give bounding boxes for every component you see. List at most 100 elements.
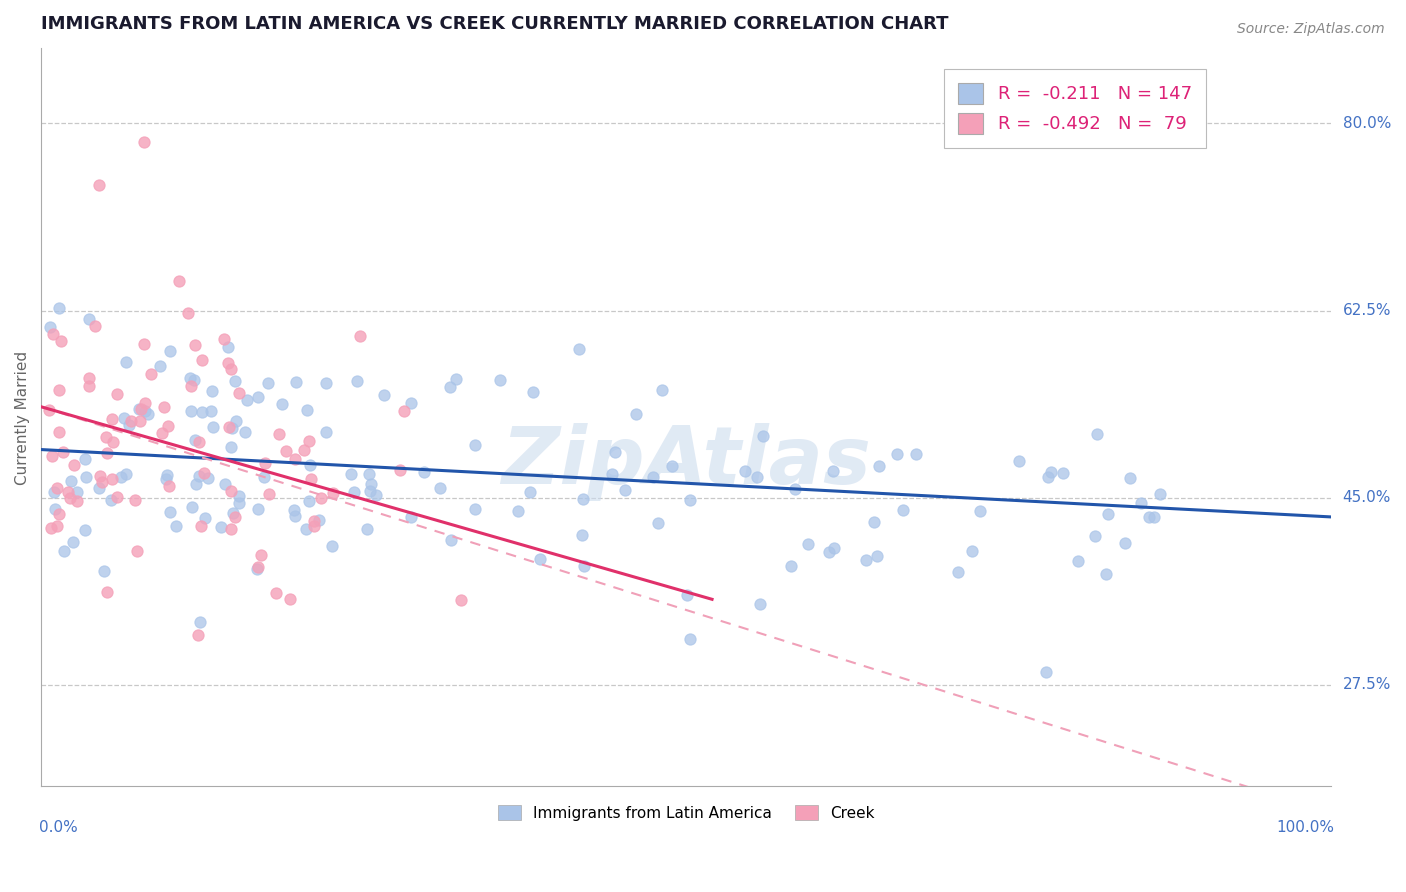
Point bbox=[83, 318, 105, 333]
Point bbox=[77, 312, 100, 326]
Point bbox=[278, 591, 301, 606]
Point bbox=[429, 481, 451, 495]
Point bbox=[212, 332, 235, 346]
Point bbox=[283, 503, 305, 517]
Point bbox=[101, 472, 124, 486]
Point bbox=[193, 466, 215, 480]
Point bbox=[647, 516, 669, 530]
Point bbox=[1067, 554, 1090, 568]
Point bbox=[866, 549, 889, 563]
Point bbox=[48, 425, 70, 439]
Point bbox=[87, 178, 110, 193]
Point bbox=[131, 401, 153, 416]
Point bbox=[156, 468, 179, 483]
Point bbox=[297, 434, 319, 449]
Point bbox=[181, 500, 204, 515]
Point bbox=[946, 566, 969, 580]
Point bbox=[1143, 510, 1166, 524]
Point bbox=[218, 419, 240, 434]
Point bbox=[153, 400, 176, 414]
Point bbox=[187, 435, 209, 450]
Point bbox=[134, 404, 156, 418]
Point bbox=[89, 468, 111, 483]
Point bbox=[115, 354, 138, 368]
Point bbox=[299, 472, 322, 486]
Point bbox=[439, 380, 461, 394]
Point bbox=[45, 518, 67, 533]
Point bbox=[52, 444, 75, 458]
Point bbox=[48, 508, 70, 522]
Point bbox=[224, 510, 246, 524]
Point bbox=[246, 560, 269, 574]
Point bbox=[236, 392, 259, 407]
Point bbox=[1129, 496, 1152, 510]
Point bbox=[322, 485, 344, 500]
Point bbox=[519, 484, 541, 499]
Point bbox=[136, 408, 159, 422]
Point bbox=[120, 414, 142, 428]
Point bbox=[105, 387, 128, 401]
Point bbox=[228, 496, 250, 510]
Point bbox=[440, 533, 463, 547]
Point bbox=[855, 553, 877, 567]
Point bbox=[292, 442, 315, 457]
Point bbox=[295, 522, 318, 536]
Point bbox=[346, 374, 368, 388]
Point bbox=[572, 558, 595, 573]
Point bbox=[823, 541, 845, 556]
Point bbox=[127, 543, 149, 558]
Point bbox=[101, 412, 124, 426]
Point bbox=[233, 425, 256, 440]
Point bbox=[201, 420, 224, 434]
Point bbox=[41, 449, 63, 463]
Point bbox=[571, 492, 593, 507]
Point bbox=[1039, 465, 1062, 479]
Point bbox=[221, 441, 243, 455]
Point bbox=[522, 385, 544, 400]
Point bbox=[571, 527, 593, 541]
Point bbox=[152, 425, 174, 440]
Point bbox=[679, 632, 702, 646]
Point bbox=[818, 545, 841, 559]
Point bbox=[139, 368, 162, 382]
Point bbox=[444, 372, 467, 386]
Point bbox=[969, 504, 991, 518]
Point bbox=[180, 403, 202, 417]
Point bbox=[217, 340, 239, 354]
Text: 80.0%: 80.0% bbox=[1343, 116, 1391, 131]
Point bbox=[221, 420, 243, 434]
Point bbox=[359, 483, 381, 498]
Point bbox=[1083, 529, 1105, 543]
Point bbox=[508, 504, 530, 518]
Point bbox=[679, 492, 702, 507]
Point bbox=[184, 477, 207, 491]
Point bbox=[868, 458, 890, 473]
Point bbox=[284, 508, 307, 523]
Point bbox=[529, 551, 551, 566]
Point bbox=[600, 467, 623, 481]
Point bbox=[613, 483, 636, 497]
Point bbox=[38, 402, 60, 417]
Point bbox=[359, 467, 381, 482]
Point bbox=[217, 356, 239, 370]
Point bbox=[157, 418, 180, 433]
Point bbox=[297, 402, 319, 417]
Point bbox=[188, 615, 211, 629]
Point bbox=[779, 559, 801, 574]
Point bbox=[253, 456, 276, 470]
Point bbox=[190, 518, 212, 533]
Point bbox=[39, 521, 62, 535]
Point bbox=[184, 338, 207, 352]
Point bbox=[214, 477, 236, 491]
Point bbox=[159, 344, 181, 359]
Point bbox=[960, 544, 983, 558]
Point bbox=[219, 483, 242, 498]
Point bbox=[90, 475, 112, 489]
Point bbox=[194, 510, 217, 524]
Point bbox=[413, 465, 436, 479]
Point bbox=[96, 585, 118, 599]
Point bbox=[676, 588, 699, 602]
Point bbox=[259, 486, 281, 500]
Point bbox=[624, 407, 647, 421]
Point bbox=[321, 539, 343, 553]
